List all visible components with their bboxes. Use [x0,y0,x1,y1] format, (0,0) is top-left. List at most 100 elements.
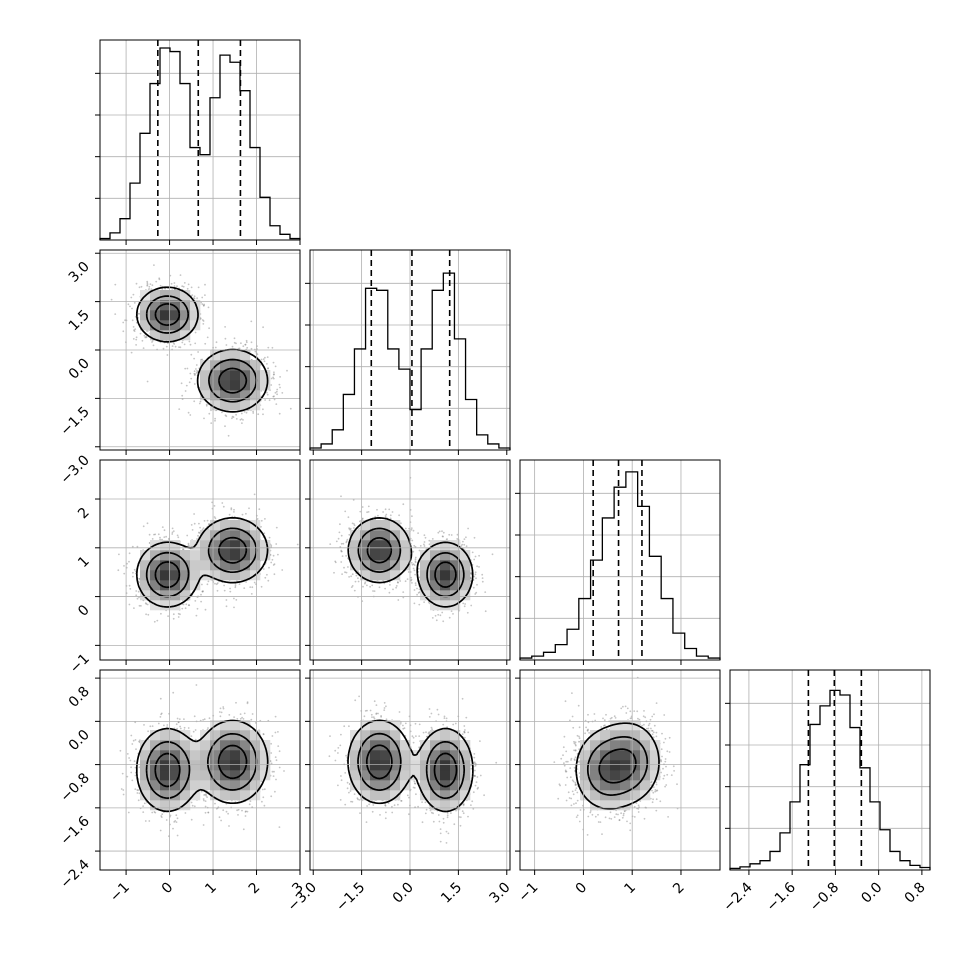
density-bin [140,310,151,321]
scatter-point [256,518,259,520]
scatter-point [145,613,148,616]
scatter-point [193,297,196,300]
scatter-point [187,544,190,547]
scatter-point [260,585,263,588]
scatter-point [384,508,387,511]
scatter-point [190,377,193,380]
scatter-point [413,564,416,566]
scatter-point [272,373,275,376]
panel-1-0 [95,249,301,455]
scatter-point [150,288,153,290]
density-bin [170,540,181,551]
panel-frame [99,39,301,241]
scatter-point [329,543,332,545]
scatter-point [177,536,180,539]
scatter-point [391,511,394,513]
scatter-point [414,558,417,561]
scatter-point [274,365,277,368]
scatter-point [402,503,405,506]
scatter-point [199,526,202,529]
scatter-point [239,418,242,421]
scatter-point [129,305,131,308]
scatter-point [191,529,194,531]
scatter-point [138,286,141,289]
scatter-point [260,519,263,522]
density-bin [160,550,171,561]
scatter-point [193,513,196,515]
scatter-point [210,422,213,424]
scatter-point [450,534,453,536]
scatter-point [473,575,476,578]
scatter-point [246,346,249,349]
scatter-point [281,569,284,571]
scatter-point [279,376,281,378]
scatter-point [250,341,253,344]
scatter-point [279,386,281,389]
scatter-point [183,282,186,284]
scatter-point [132,575,134,578]
scatter-point [355,574,358,577]
scatter-point [201,319,204,321]
scatter-point [224,425,226,428]
scatter-point [148,285,151,288]
scatter-point [340,534,343,537]
scatter-point [225,344,228,346]
scatter-points [110,264,292,437]
scatter-point [268,399,271,402]
scatter-point [278,412,281,415]
scatter-point [372,590,374,592]
scatter-point [267,346,270,349]
scatter-point [251,586,254,589]
scatter-point [416,593,418,596]
scatter-point [173,285,176,287]
scatter-point [214,419,216,422]
scatter-point [133,302,136,304]
scatter-point [118,553,120,556]
scatter-point [138,312,141,315]
scatter-point [466,611,469,614]
scatter-point [146,380,149,383]
scatter-point [491,553,494,556]
scatter-point [473,536,476,539]
scatter-point [179,613,181,616]
scatter-point [193,297,195,299]
scatter-point [263,360,266,363]
scatter-point [233,337,236,340]
scatter-point [200,600,203,603]
scatter-point [242,419,244,421]
scatter-point [193,374,196,376]
scatter-point [208,327,211,330]
scatter-point [144,602,147,604]
scatter-point [122,321,125,324]
scatter-point [235,599,238,601]
scatter-point [181,341,184,344]
scatter-point [245,341,248,344]
scatter-point [413,569,416,572]
scatter-point [171,345,174,347]
scatter-point [135,336,138,339]
scatter-point [204,608,207,611]
scatter-point [198,402,201,405]
scatter-point [207,528,210,530]
scatter-point [195,364,198,366]
grid [310,250,510,450]
scatter-point [266,573,268,576]
scatter-point [129,588,132,590]
scatter-point [228,513,231,516]
scatter-point [402,591,405,593]
scatter-point [189,372,192,375]
scatter-point [267,579,270,582]
density-bin [250,560,261,571]
scatter-point [270,377,273,380]
scatter-point [146,280,149,283]
scatter-point [172,613,175,616]
scatter-point [195,614,198,617]
scatter-point [172,617,175,620]
scatter-point [171,533,174,535]
scatter-point [196,607,199,610]
scatter-point [357,580,360,583]
scatter-point [151,538,154,540]
scatter-point [202,323,205,325]
scatter-point [241,422,243,424]
scatter-point [271,558,274,561]
